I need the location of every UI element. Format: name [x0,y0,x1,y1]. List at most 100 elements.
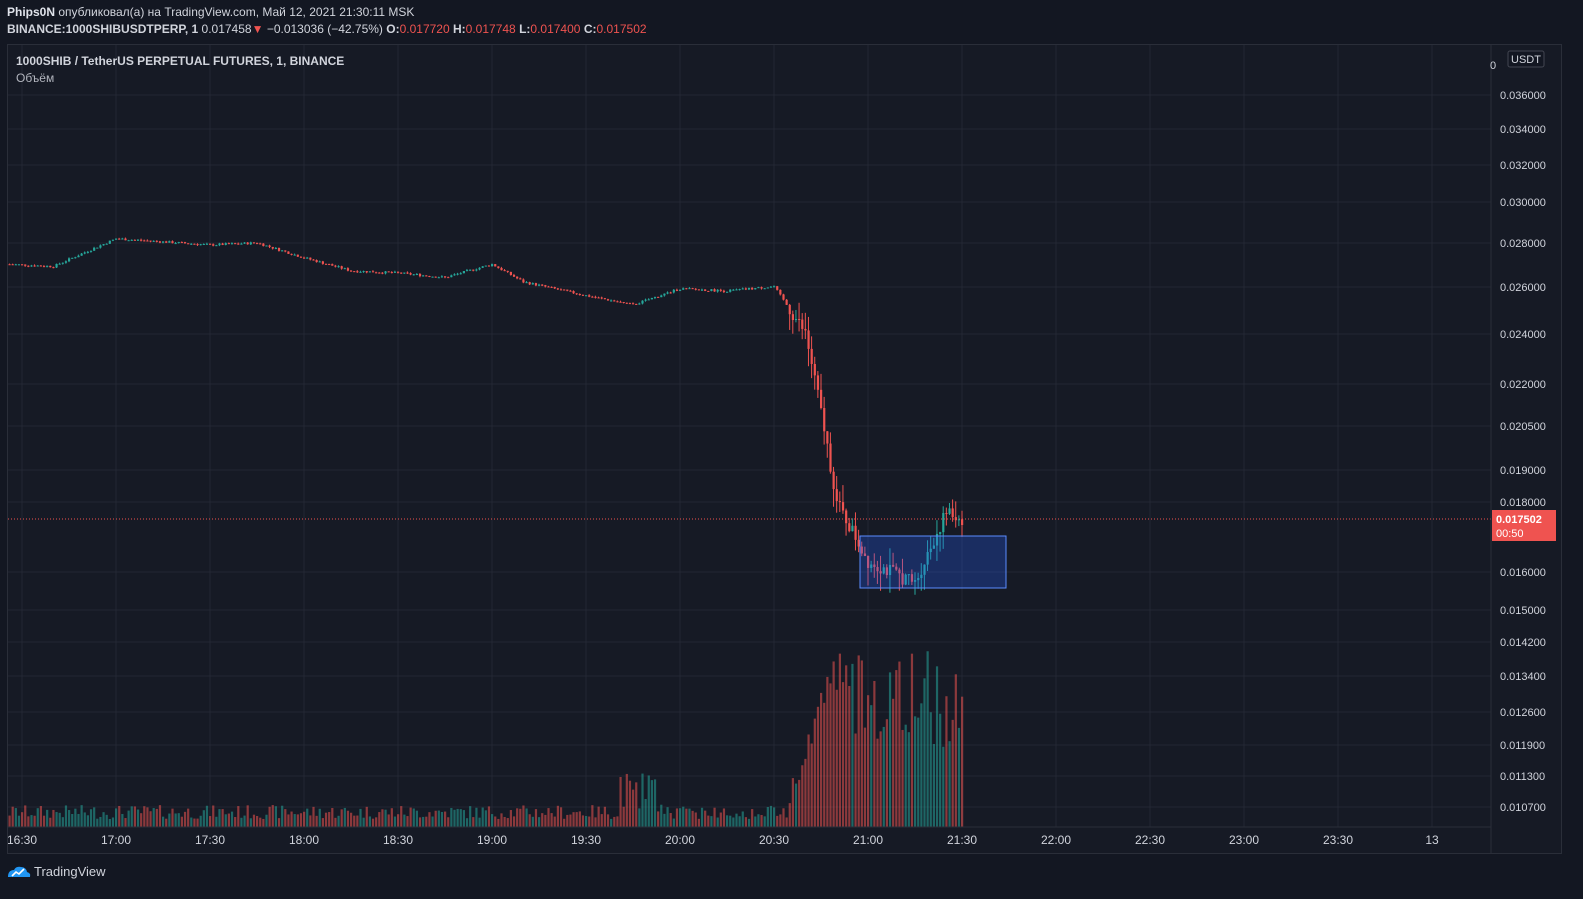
candle-body [653,296,657,298]
volume-bar [218,809,221,827]
candle-body [52,267,55,269]
volume-bar [359,808,362,827]
candle-body [860,546,863,554]
volume-bar [375,817,378,827]
volume-bar [21,812,24,827]
candle-body [506,270,509,272]
candle-body [387,271,390,273]
price-axis[interactable]: 0.036000 0.034000 0.032000 0.030000 0.028000… [1500,90,1546,814]
volume-bar [497,818,500,827]
volume-bar [747,818,751,827]
volume-bar [168,813,171,827]
candle-body [334,265,337,267]
candle-body [111,239,115,241]
volume-bar [246,805,249,827]
volume-bar [462,810,465,827]
chart-svg[interactable]: 0.036000 0.034000 0.032000 0.030000 0.028000… [7,45,1561,853]
volume-bar [779,814,782,827]
candle-body [829,443,832,472]
candle-body [660,295,663,298]
candle-body [650,297,653,300]
volume-bar [171,808,174,827]
volume-bar [368,816,371,827]
volume-bar [356,815,359,827]
volume-bar [105,814,108,827]
volume-bar [807,734,810,827]
volume-bar [362,817,365,827]
candle-body [447,277,450,279]
candle-body [324,263,328,265]
annotation-rectangle[interactable] [859,535,1007,589]
volume-bar [221,809,224,827]
candle-body [591,296,594,298]
volume-bar [99,816,102,827]
volume-bar [400,806,403,827]
candle-body [854,525,857,540]
volume-bar [381,809,384,827]
volume-bar [287,814,290,827]
candle-body [509,271,512,275]
candle-body [807,330,810,349]
candle-body [127,240,130,242]
high-label: H: [453,22,466,36]
candle-body [779,289,782,295]
volume-bar [788,803,791,827]
candle-body [237,243,240,245]
candle-body [353,271,356,273]
candle-body [898,569,901,574]
volume-bar [227,813,230,827]
volume-bar [491,814,494,827]
volume-bar [353,815,356,827]
volume-bar [848,686,851,827]
time-axis[interactable]: 16:30 17:00 17:30 18:00 18:30 19:00 19:30 20:00… [7,833,1439,847]
volume-bar [672,818,675,827]
volume-bar [566,814,569,827]
candle-body [487,265,491,267]
chart-panel[interactable]: 0.036000 0.034000 0.032000 0.030000 0.028000… [7,44,1562,854]
candle-body [688,288,691,290]
tradingview-logo-icon[interactable] [7,865,31,879]
candle-body [205,243,209,245]
volume-bar [296,814,299,827]
volume-bar [763,816,766,827]
volume-bar [722,808,726,827]
candle-body [400,272,403,274]
y-tick-label: 0.019000 [1500,465,1546,477]
candle-body [481,266,484,268]
volume-bar [932,744,935,827]
volume-bar [199,815,202,827]
last-price: 0.017458 [201,22,252,36]
volume-bar [42,815,46,827]
candle-body [585,295,588,297]
volume-bar [650,780,653,827]
volume-bar [340,809,343,827]
volume-bar [885,719,888,827]
volume-bar [371,818,375,827]
candle-body [920,574,923,579]
currency-badge[interactable] [1507,50,1545,68]
candle-body [575,293,578,295]
volume-bar [409,807,412,827]
high-value: 0.017748 [465,22,516,36]
volume-bar [133,806,136,827]
author-name[interactable]: Phips0N [7,5,56,19]
volume-bar [209,816,212,827]
volume-bar [804,758,807,827]
volume-bar [140,813,143,827]
volume-bar [350,812,353,827]
candle-body [641,300,644,304]
candle-body [512,274,516,277]
publication-header: Phips0N опубликовал(а) на TradingView.co… [0,0,1583,42]
candle-body [71,257,74,259]
candle-body [274,247,277,249]
volume-bar [688,808,691,827]
candle-body [227,243,230,245]
footer-brand[interactable]: TradingView [34,864,106,879]
volume-bar [682,806,685,827]
candle-body [321,261,324,264]
volume-bar [415,810,418,827]
candle-body [816,375,820,390]
volume-bar [390,808,393,827]
candle-body [600,297,603,299]
last-price-tag-countdown: 00:50 [1496,528,1524,540]
